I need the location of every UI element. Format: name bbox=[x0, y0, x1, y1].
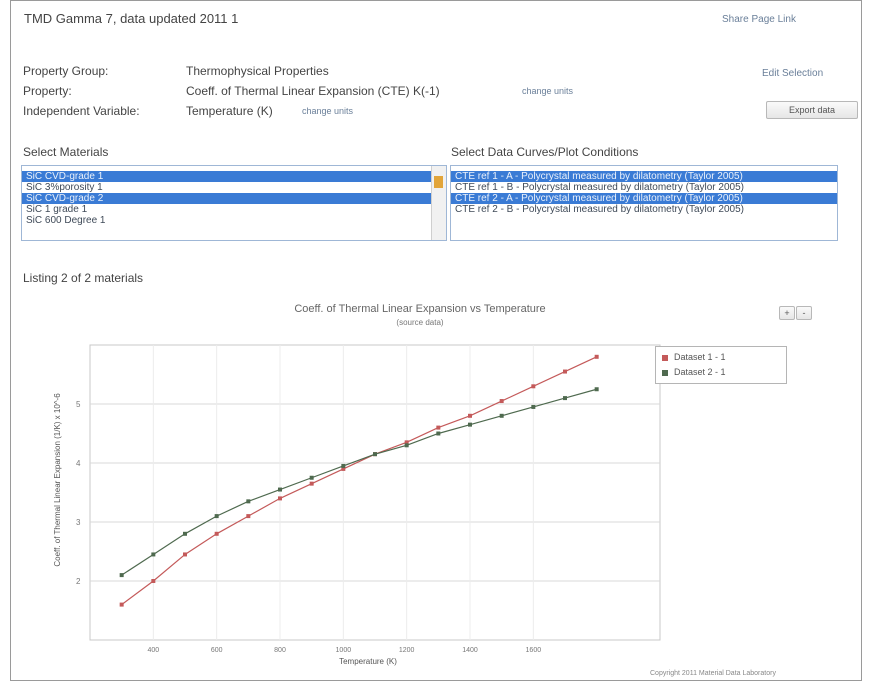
x-tick-label: 400 bbox=[147, 647, 159, 654]
zoom-out-button[interactable]: - bbox=[796, 306, 812, 320]
data-point bbox=[531, 384, 536, 389]
data-point bbox=[341, 466, 346, 471]
data-point bbox=[278, 487, 282, 492]
x-tick-label: 1400 bbox=[462, 647, 478, 654]
materials-list[interactable]: SiC CVD-grade 1 SiC 3%porosity 1 SiC CVD… bbox=[21, 165, 447, 241]
list-item[interactable]: SiC CVD-grade 2 bbox=[22, 193, 446, 204]
property-group-label: Property Group: bbox=[23, 64, 109, 78]
materials-heading: Select Materials bbox=[23, 145, 109, 159]
materials-scrollbar[interactable] bbox=[431, 166, 446, 240]
indep-change-units-link[interactable]: change units bbox=[302, 106, 354, 116]
data-point bbox=[183, 552, 187, 557]
y-tick-label: 2 bbox=[76, 577, 81, 586]
chart-ticks: 2 3 4 5 400 600 800 1000 1200 1400 1600 bbox=[76, 400, 541, 654]
y-axis-label: Coeff. of Thermal Linear Expansion (1/K)… bbox=[53, 393, 62, 567]
chart-title: Coeff. of Thermal Linear Expansion vs Te… bbox=[294, 303, 545, 315]
legend-label: Dataset 2 - 1 bbox=[674, 367, 726, 377]
data-point bbox=[563, 369, 567, 374]
chart-legend: Dataset 1 - 1 Dataset 2 - 1 bbox=[655, 346, 787, 384]
curves-list[interactable]: CTE ref 1 - A - Polycrystal measured by … bbox=[450, 165, 838, 241]
data-point bbox=[119, 602, 124, 607]
list-item[interactable]: SiC 3%porosity 1 bbox=[26, 182, 103, 193]
chart-series bbox=[119, 354, 599, 607]
property-group-value: Thermophysical Properties bbox=[186, 64, 329, 78]
data-point bbox=[151, 552, 156, 557]
data-point bbox=[531, 404, 536, 409]
legend-item[interactable]: Dataset 1 - 1 bbox=[662, 352, 726, 362]
data-point bbox=[594, 354, 599, 359]
x-axis-label: Temperature (K) bbox=[339, 657, 397, 666]
list-item[interactable]: CTE ref 1 - B - Polycrystal measured by … bbox=[455, 182, 744, 193]
footer-credit: Copyright 2011 Material Data Laboratory bbox=[650, 670, 776, 677]
series-line bbox=[121, 388, 597, 576]
data-point bbox=[214, 531, 219, 536]
chart-grid bbox=[89, 344, 661, 641]
list-item[interactable]: SiC 1 grade 1 bbox=[26, 204, 88, 215]
y-tick-label: 5 bbox=[76, 400, 81, 409]
data-point bbox=[309, 481, 314, 486]
x-tick-label: 600 bbox=[211, 647, 223, 654]
list-item[interactable]: SiC 600 Degree 1 bbox=[26, 215, 106, 226]
x-tick-label: 1600 bbox=[526, 647, 542, 654]
page-title: TMD Gamma 7, data updated 2011 1 bbox=[24, 11, 239, 26]
data-point bbox=[341, 463, 346, 468]
data-point bbox=[468, 413, 472, 418]
data-point bbox=[404, 443, 409, 448]
curves-heading: Select Data Curves/Plot Conditions bbox=[451, 145, 639, 159]
series-line bbox=[121, 356, 597, 606]
property-change-units-link[interactable]: change units bbox=[522, 86, 574, 96]
data-point bbox=[246, 499, 251, 504]
data-point bbox=[278, 496, 282, 501]
scroll-thumb[interactable] bbox=[434, 176, 443, 188]
y-tick-label: 4 bbox=[76, 459, 81, 468]
legend-swatch bbox=[662, 369, 668, 376]
list-item[interactable]: CTE ref 2 - A - Polycrystal measured by … bbox=[451, 193, 837, 204]
share-link[interactable]: Share Page Link bbox=[722, 14, 796, 25]
data-point bbox=[183, 531, 187, 536]
data-point bbox=[594, 387, 599, 392]
data-point bbox=[373, 452, 377, 457]
x-tick-label: 1000 bbox=[336, 647, 352, 654]
data-point bbox=[468, 422, 472, 427]
chart-subtitle: (source data) bbox=[396, 318, 443, 327]
data-point bbox=[246, 514, 251, 519]
data-point bbox=[309, 475, 314, 480]
property-value: Coeff. of Thermal Linear Expansion (CTE)… bbox=[186, 84, 440, 98]
export-button[interactable]: Export data bbox=[766, 101, 858, 119]
data-point bbox=[119, 573, 124, 578]
edit-selection-link[interactable]: Edit Selection bbox=[762, 68, 824, 79]
independent-variable-value: Temperature (K) bbox=[186, 104, 273, 118]
data-point bbox=[436, 425, 441, 430]
data-point bbox=[404, 440, 409, 445]
y-tick-label: 3 bbox=[76, 518, 81, 527]
plot-area bbox=[89, 344, 661, 641]
x-tick-label: 1200 bbox=[399, 647, 415, 654]
data-point bbox=[151, 579, 156, 583]
list-item[interactable]: CTE ref 2 - B - Polycrystal measured by … bbox=[455, 204, 744, 215]
x-tick-label: 800 bbox=[274, 647, 286, 654]
property-label: Property: bbox=[23, 84, 72, 98]
data-point bbox=[499, 399, 504, 404]
legend-item[interactable]: Dataset 2 - 1 bbox=[662, 367, 726, 377]
data-point bbox=[436, 431, 441, 436]
legend-label: Dataset 1 - 1 bbox=[674, 352, 726, 362]
data-point bbox=[499, 413, 504, 418]
zoom-in-button[interactable]: + bbox=[779, 306, 795, 320]
data-point bbox=[214, 514, 219, 519]
data-point bbox=[563, 396, 567, 401]
legend-swatch bbox=[662, 354, 668, 361]
list-item[interactable]: SiC CVD-grade 1 bbox=[22, 171, 446, 182]
independent-variable-label: Independent Variable: bbox=[23, 104, 140, 118]
listing-title: Listing 2 of 2 materials bbox=[23, 271, 144, 285]
list-item[interactable]: CTE ref 1 - A - Polycrystal measured by … bbox=[451, 171, 837, 182]
